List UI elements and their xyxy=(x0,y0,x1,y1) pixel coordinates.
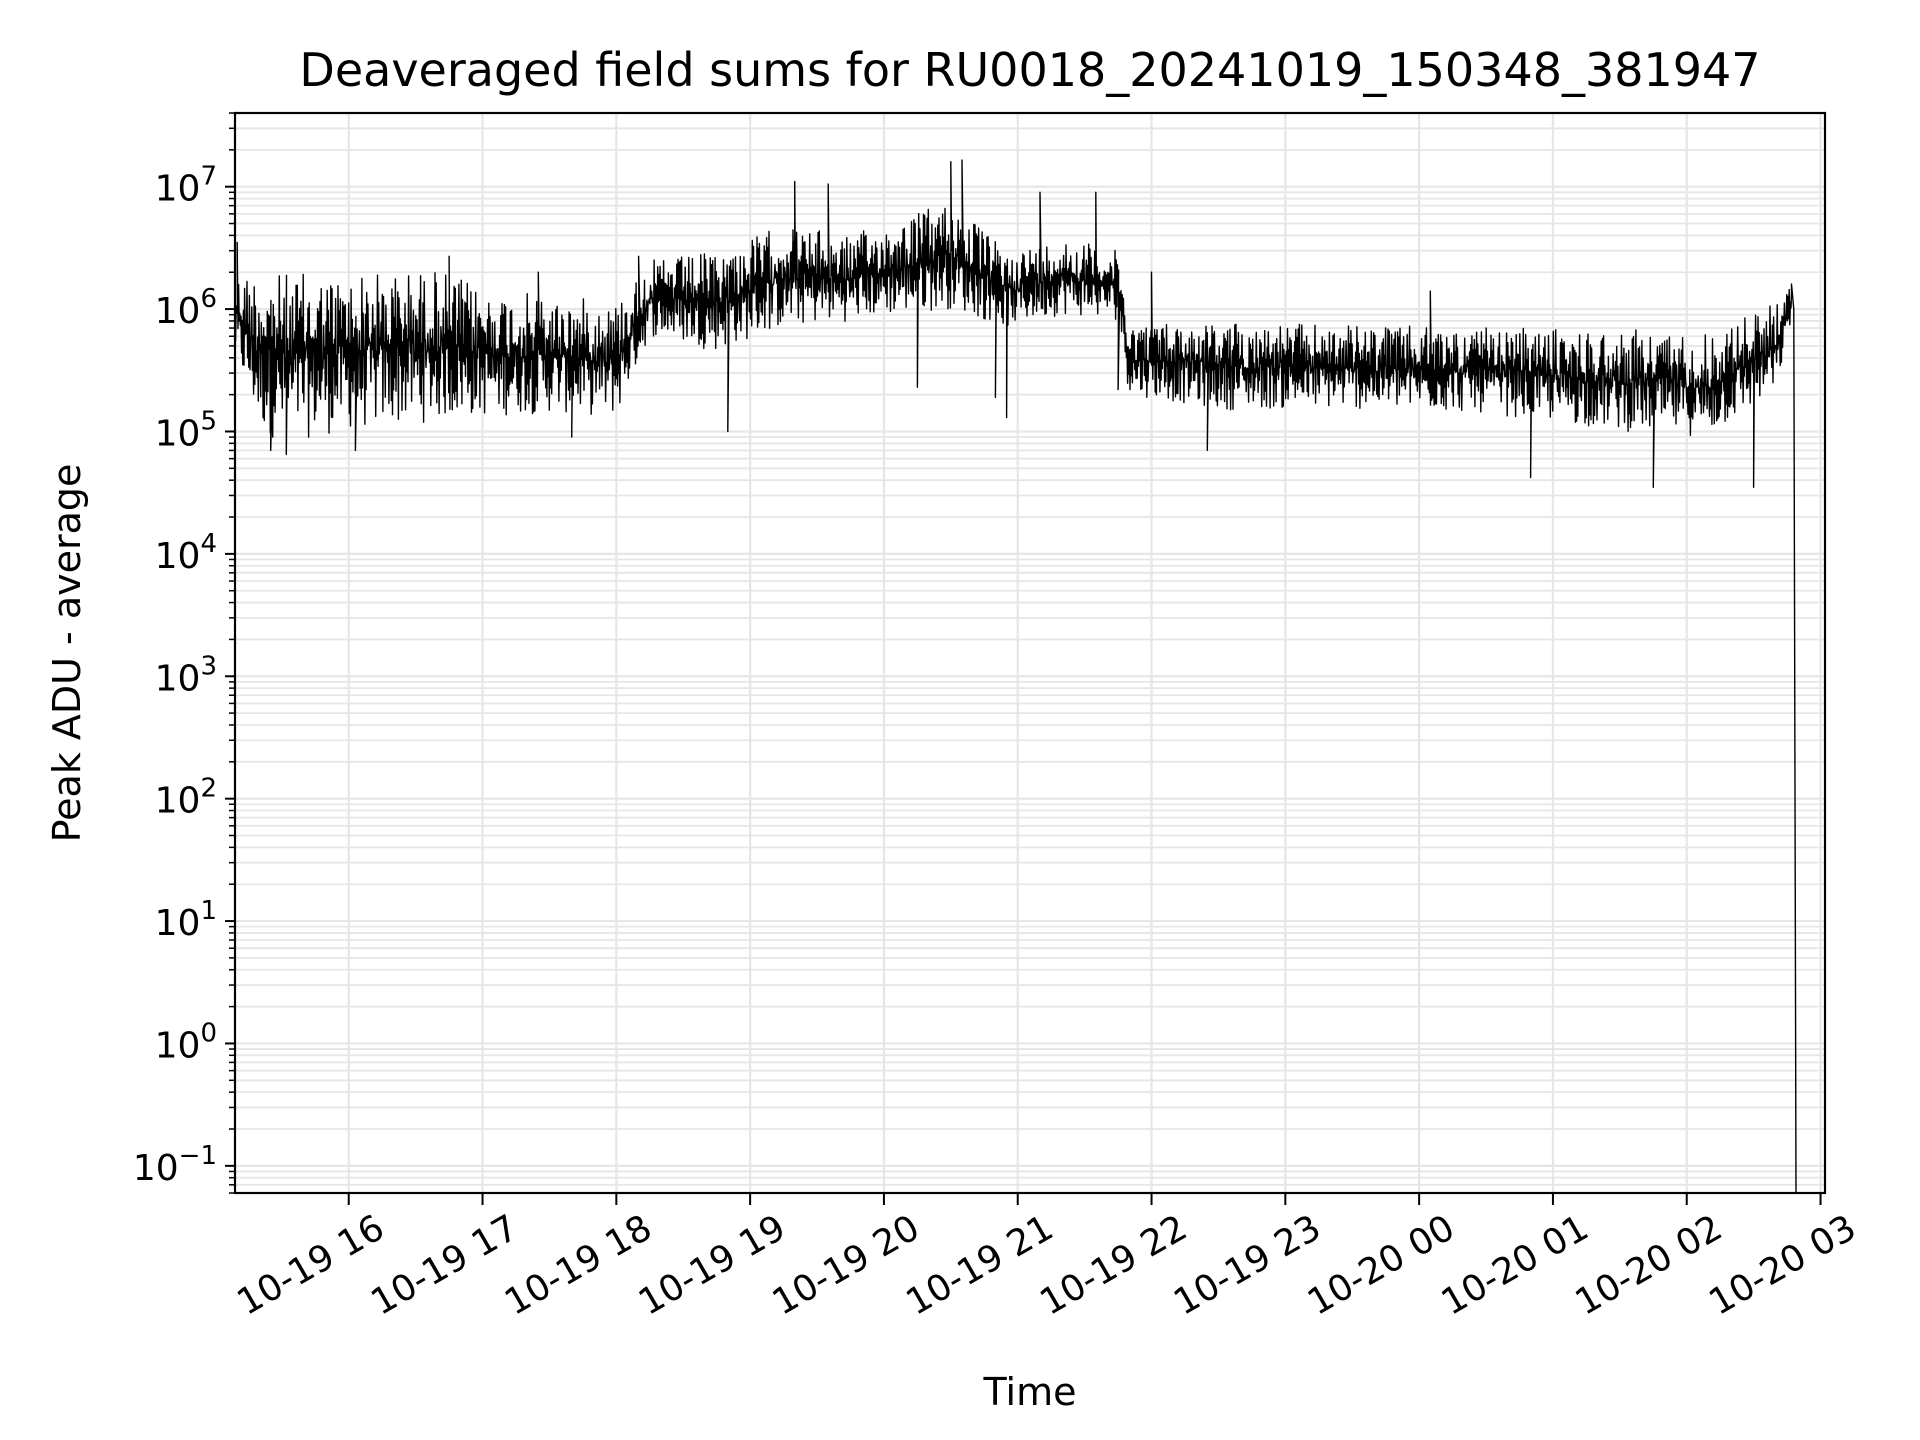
y-tick-label: 105 xyxy=(155,406,217,454)
grid xyxy=(235,112,1825,1194)
y-tick-label: 101 xyxy=(155,896,217,944)
y-tick-label: 107 xyxy=(155,162,217,210)
y-tick-label: 100 xyxy=(155,1018,217,1066)
chart-title: Deaveraged field sums for RU0018_2024101… xyxy=(299,43,1760,97)
y-tick-label: 102 xyxy=(155,774,217,822)
x-axis-label: Time xyxy=(983,1370,1077,1414)
y-axis-label: Peak ADU - average xyxy=(45,464,89,843)
y-axis: 10−1 100 101 102 103 104 105 106 107 xyxy=(133,112,235,1194)
series-line xyxy=(234,159,1797,1194)
y-tick-label: 104 xyxy=(155,529,217,577)
axes-frame xyxy=(233,111,1827,1195)
y-tick-label: 103 xyxy=(155,651,217,699)
plot-area xyxy=(234,159,1797,1194)
y-tick-label: 106 xyxy=(155,284,217,332)
y-tick-label: 10−1 xyxy=(133,1141,217,1189)
